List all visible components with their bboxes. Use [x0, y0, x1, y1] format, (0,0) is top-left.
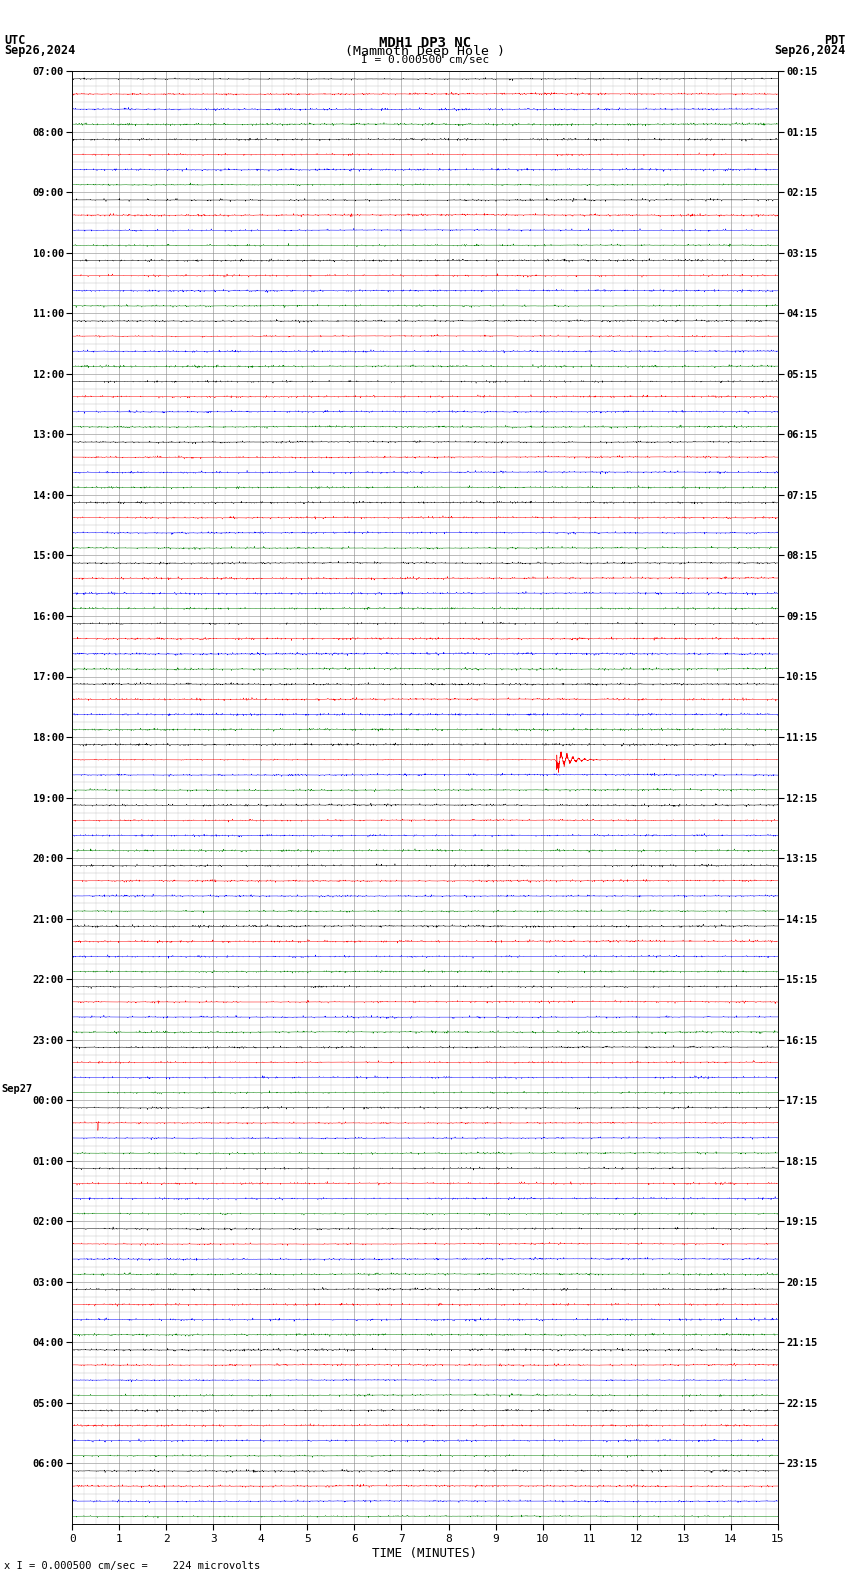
X-axis label: TIME (MINUTES): TIME (MINUTES) [372, 1548, 478, 1560]
Text: MDH1 DP3 NC: MDH1 DP3 NC [379, 35, 471, 49]
Text: (Mammoth Deep Hole ): (Mammoth Deep Hole ) [345, 44, 505, 59]
Text: Sep27: Sep27 [2, 1083, 33, 1095]
Text: Sep26,2024: Sep26,2024 [774, 43, 846, 57]
Text: Sep26,2024: Sep26,2024 [4, 43, 76, 57]
Text: x I = 0.000500 cm/sec =    224 microvolts: x I = 0.000500 cm/sec = 224 microvolts [4, 1562, 260, 1571]
Text: UTC: UTC [4, 33, 26, 48]
Text: PDT: PDT [824, 33, 846, 48]
Text: I = 0.000500 cm/sec: I = 0.000500 cm/sec [361, 54, 489, 65]
